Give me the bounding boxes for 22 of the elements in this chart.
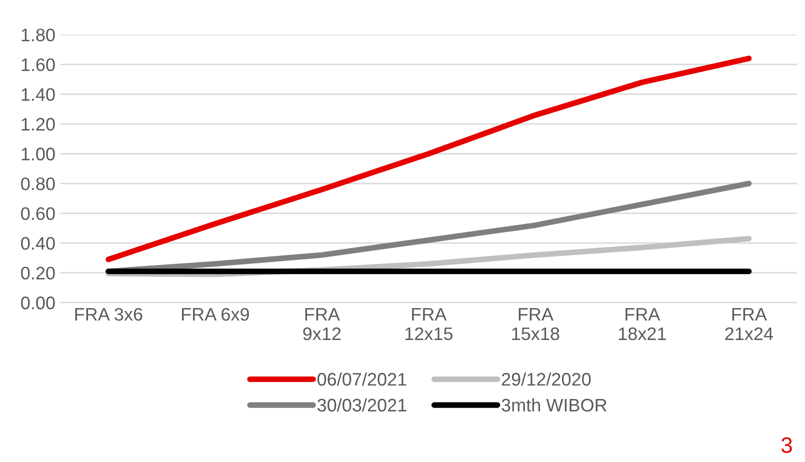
y-tick-label: 1.60	[22, 58, 55, 72]
x-tick-label: FRA 3x6	[75, 308, 142, 321]
x-tick-label: FRA 6x9	[182, 308, 249, 321]
y-tick-label: 1.80	[22, 28, 55, 42]
text: 3	[781, 437, 792, 453]
y-tick-label: 0.00	[21, 296, 55, 310]
legend-label: 06/07/2021	[317, 372, 406, 386]
x-tick-label: FRA 18x21	[618, 308, 666, 340]
y-tick-label: 1.00	[22, 148, 55, 160]
y-tick-label: 0.60	[21, 207, 55, 220]
y-tick-label: 0.80	[21, 177, 55, 190]
legend-label: 30/03/2021	[317, 398, 406, 412]
y-tick-label: 0.40	[21, 237, 55, 250]
x-tick-label: FRA 21x24	[725, 308, 773, 340]
x-tick-label: FRA 15x18	[512, 308, 560, 340]
x-tick-label: FRA 9x12	[303, 308, 341, 340]
x-tick-label: FRA 12x15	[405, 308, 453, 340]
legend-label: 29/12/2020	[502, 372, 591, 386]
y-tick-label: 1.20	[22, 118, 55, 131]
legend-label: 3mth WIBOR	[502, 398, 607, 412]
y-tick-label: 0.20	[21, 266, 55, 280]
y-tick-label: 1.40	[22, 88, 55, 101]
